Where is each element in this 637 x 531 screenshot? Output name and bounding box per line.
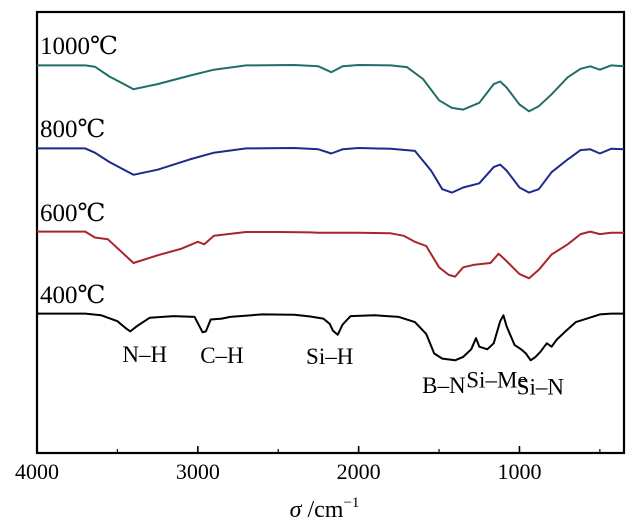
peak-annotation: B–N: [422, 373, 466, 398]
x-tick-label: 4000: [15, 459, 59, 484]
series-line-600℃: [37, 230, 624, 280]
series-lines: [37, 64, 625, 362]
series-label: 1000℃: [40, 33, 118, 60]
series-line-1000℃: [37, 64, 625, 113]
peak-annotation: C–H: [200, 343, 243, 368]
x-tick-label: 3000: [176, 459, 220, 484]
peak-annotation: Si–H: [306, 344, 353, 369]
x-axis-title-unit: /cm: [301, 497, 343, 523]
x-ticks: 4000 3000 2000 1000: [15, 446, 601, 484]
x-axis-title-variable: σ: [290, 497, 303, 523]
series-label: 400℃: [40, 282, 105, 309]
x-axis-title: σ /cm−1: [290, 495, 360, 523]
series-line-400℃: [37, 312, 624, 362]
x-axis-title-superscript: −1: [343, 495, 359, 511]
x-tick-label: 1000: [497, 459, 541, 484]
series-label: 800℃: [40, 116, 105, 143]
series-labels: 1000℃ 800℃ 600℃ 400℃: [40, 33, 118, 309]
series-line-800℃: [37, 147, 625, 194]
peak-annotation: Si–N: [517, 375, 565, 400]
peak-annotation: Si–Me: [466, 368, 527, 393]
series-label: 600℃: [40, 200, 105, 227]
x-tick-label: 2000: [337, 459, 381, 484]
peak-annotation: N–H: [122, 342, 167, 367]
